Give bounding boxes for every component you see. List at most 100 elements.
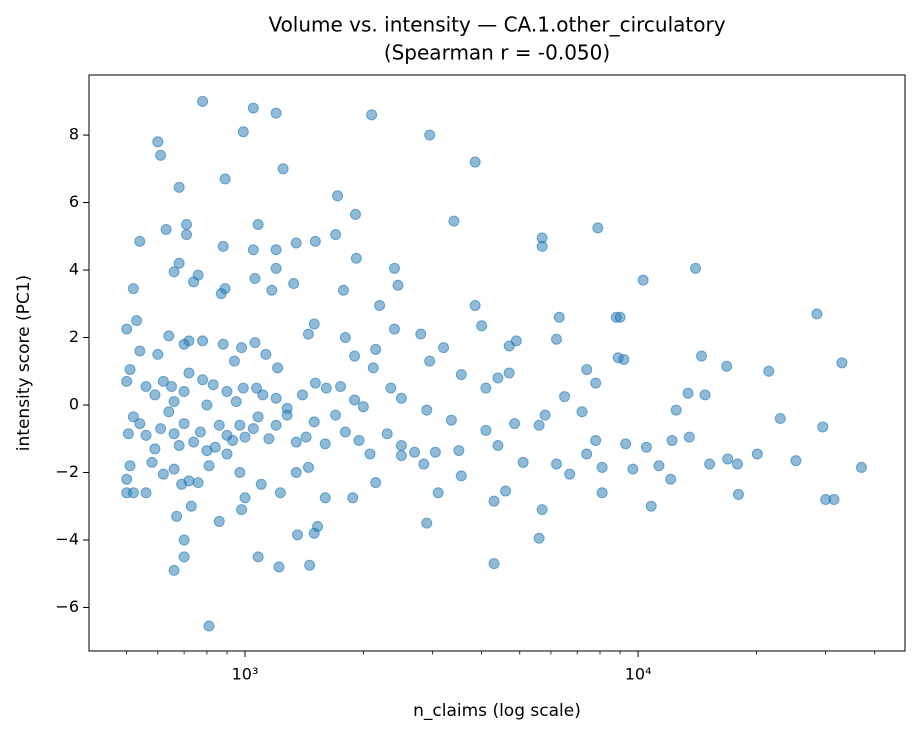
point [183,367,195,379]
point [364,448,376,460]
point [469,299,481,311]
point [670,404,682,416]
point [392,279,404,291]
y-tick-label: 6 [69,192,79,211]
point [157,375,169,387]
point [592,222,604,234]
point [270,107,282,119]
point [134,418,146,430]
point [219,173,231,185]
point [488,495,500,507]
point [146,456,158,468]
point [790,455,802,467]
y-tick-label: 2 [69,327,79,346]
point [653,460,665,472]
point [178,386,190,398]
point [207,379,219,391]
point [319,438,331,450]
point [263,433,275,445]
point [596,461,608,473]
point [330,229,342,241]
chart-title: Volume vs. intensity — CA.1.other_circul… [268,13,725,37]
point [163,330,175,342]
point [350,252,362,264]
point [255,478,267,490]
point [247,244,259,256]
point [409,446,421,458]
point [590,377,602,389]
point [163,406,175,418]
point [480,382,492,394]
point [274,487,286,499]
point [682,387,694,399]
point [149,389,161,401]
point [536,504,548,516]
point [194,426,206,438]
point [127,283,139,295]
point [559,391,571,403]
point [395,440,407,452]
point [203,460,215,472]
point [160,224,172,236]
point [288,278,300,290]
point [503,367,515,379]
point [509,418,521,430]
point [181,229,193,241]
point [308,527,320,539]
point [347,492,359,504]
point [260,348,272,360]
point [774,413,786,425]
point [455,470,467,482]
point [637,274,649,286]
point [234,466,246,478]
point [445,414,457,426]
point [290,466,302,478]
plot-frame [88,74,906,652]
point [488,558,500,570]
point [124,460,136,472]
point [395,392,407,404]
point [239,492,251,504]
point [645,500,657,512]
point [247,423,259,435]
point [731,458,743,470]
point [155,149,167,161]
point [415,328,427,340]
point [349,350,361,362]
point [227,434,239,446]
point [249,337,261,349]
point [219,283,231,295]
point [302,328,314,340]
point [309,235,321,247]
chart-subtitle: (Spearman r = -0.050) [384,41,610,65]
point [217,338,229,350]
point [270,262,282,274]
point [152,348,164,360]
point [217,240,229,252]
point [181,218,193,230]
point [127,411,139,423]
point [131,315,143,327]
point [763,365,775,377]
point [665,473,677,485]
point [122,428,134,440]
point [165,380,177,392]
point [590,434,602,446]
point [251,382,263,394]
point [140,380,152,392]
point [469,156,481,168]
point [168,396,180,408]
point [614,311,626,323]
point [302,461,314,473]
point [533,532,545,544]
point [213,515,225,527]
point [252,551,264,563]
point [581,364,593,376]
point [168,428,180,440]
point [429,446,441,458]
point [811,308,823,320]
point [722,453,734,465]
point [249,272,261,284]
point [230,396,242,408]
